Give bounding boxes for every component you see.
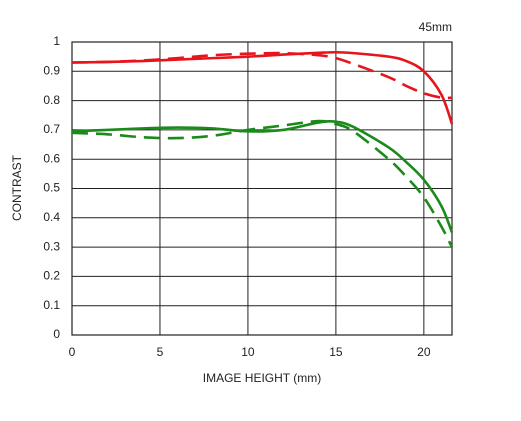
- series-line: [71, 51, 453, 100]
- x-tick-label: 15: [329, 345, 343, 359]
- y-tick-label: 0.9: [43, 63, 60, 77]
- y-tick-label: 0.6: [43, 151, 60, 165]
- series-line: [71, 119, 454, 248]
- x-axis-label: IMAGE HEIGHT (mm): [203, 371, 321, 385]
- plot-frame: [71, 41, 453, 336]
- y-tick-label: 0.8: [43, 93, 60, 107]
- x-tick-label: 0: [69, 345, 76, 359]
- y-tick-label: 0.1: [43, 298, 60, 312]
- y-tick-label: 0.2: [43, 269, 60, 283]
- x-tick-label: 10: [241, 345, 255, 359]
- y-tick-label: 0.5: [43, 181, 60, 195]
- chart-title: 45mm: [419, 20, 452, 34]
- x-tick-label: 5: [157, 345, 164, 359]
- y-tick-label: 0.3: [43, 239, 60, 253]
- y-tick-label: 0.4: [43, 210, 60, 224]
- y-tick-label: 0.7: [43, 122, 60, 136]
- x-tick-label: 20: [417, 345, 431, 359]
- series-line: [71, 50, 454, 125]
- y-axis-label: CONTRAST: [10, 154, 24, 221]
- y-tick-label: 0: [53, 327, 60, 341]
- y-tick-label: 1: [53, 34, 60, 48]
- series-line: [71, 119, 454, 233]
